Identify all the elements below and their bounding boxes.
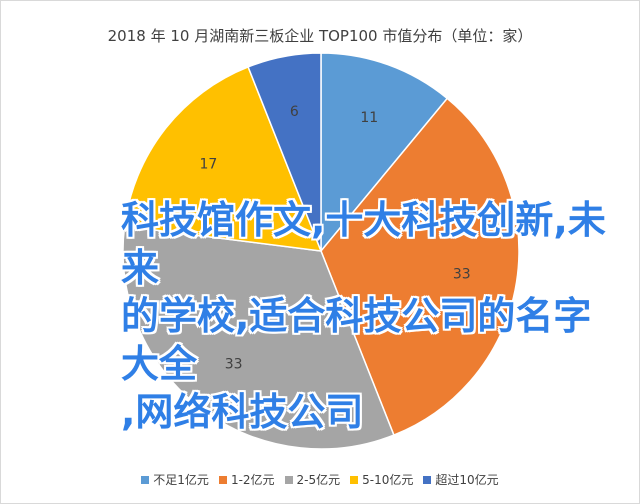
data-label-1: 11 [360, 110, 378, 126]
overlay-text: 科技馆作文,十大科技创新,未来 的学校,适合科技公司的名字大全 ,网络科技公司 [121, 196, 621, 436]
data-label-2: 33 [453, 266, 471, 282]
legend-item-3: 2-5亿元 [284, 471, 341, 488]
legend-item-1: 不足1亿元 [141, 471, 209, 488]
legend-label-5: 超过10亿元 [435, 473, 499, 487]
legend-item-5: 超过10亿元 [423, 471, 499, 488]
overlay-line-3: ,网络科技公司 [121, 390, 364, 434]
legend-label-2: 1-2亿元 [230, 473, 275, 487]
legend-item-4: 5-10亿元 [350, 471, 413, 488]
legend-label-3: 2-5亿元 [296, 473, 341, 487]
legend-swatch-4 [350, 475, 359, 484]
pie-slice-4 [123, 65, 323, 252]
overlay-line-1: 科技馆作文,十大科技创新,未来 [121, 198, 606, 290]
legend-label-4: 5-10亿元 [362, 473, 414, 487]
chart-legend: 不足1亿元 1-2亿元 2-5亿元 5-10亿元 超过10亿元 [1, 471, 639, 488]
overlay-line-2: 的学校,适合科技公司的名字大全 [121, 294, 592, 386]
pie-slice-3 [122, 225, 395, 450]
chart-title: 2018 年 10 月湖南新三板企业 TOP100 市值分布（单位：家） [107, 27, 533, 45]
data-label-4: 17 [199, 157, 217, 173]
legend-label-1: 不足1亿元 [153, 473, 209, 487]
data-label-3: 33 [225, 357, 243, 373]
legend-swatch-2 [218, 475, 227, 484]
pie-slice-2 [320, 97, 520, 437]
pie-slice-1 [320, 52, 449, 254]
legend-swatch-1 [141, 475, 150, 484]
legend-swatch-3 [284, 475, 293, 484]
pie-chart: 11 33 33 17 6 [122, 52, 520, 450]
legend-item-2: 1-2亿元 [218, 471, 275, 488]
legend-swatch-5 [423, 475, 432, 484]
pie-slice-5 [247, 52, 322, 252]
data-label-5: 6 [290, 104, 299, 120]
